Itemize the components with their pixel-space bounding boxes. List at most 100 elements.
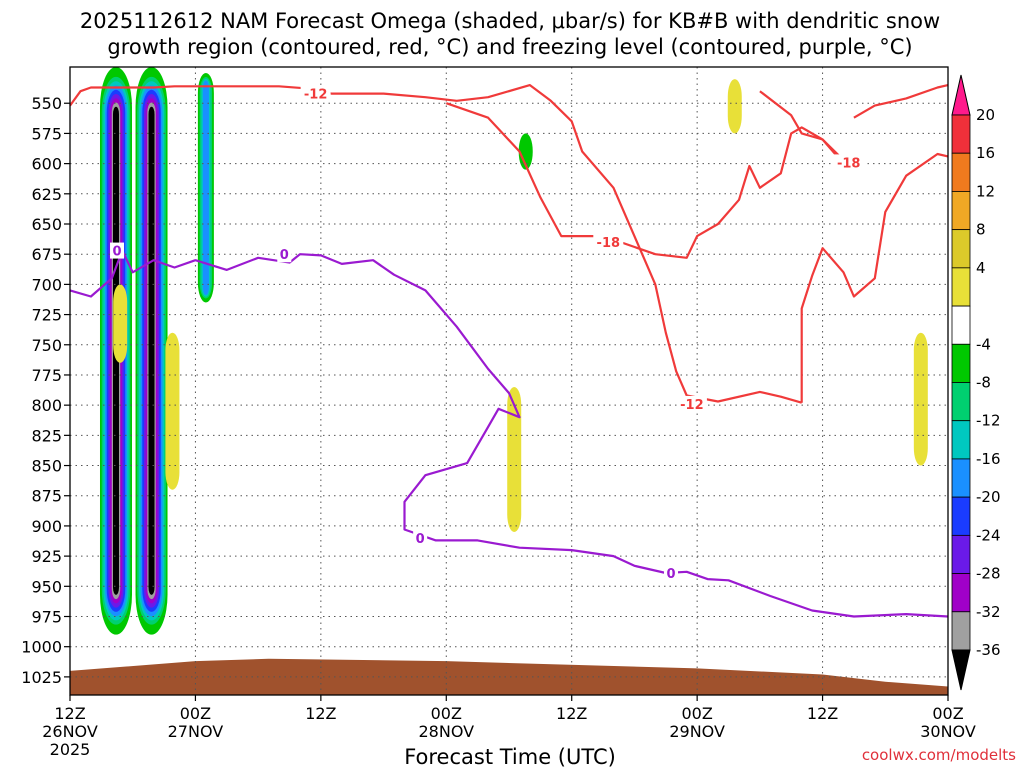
dgz-minus18-line-2 bbox=[853, 84, 949, 119]
freezing-level-label-4: 0 bbox=[666, 567, 675, 582]
plot-area: 0 0 0 0 -12 -12 -18 -18 550 575 600 625 650 675 700 725… bbox=[21, 66, 976, 759]
x-tick-label-h48: 12Z bbox=[556, 704, 587, 723]
freezing-level-label-1: 0 bbox=[113, 245, 122, 260]
omega-shade-weak-descent-3-0 bbox=[507, 387, 522, 532]
colorbar-box-11 bbox=[951, 496, 971, 536]
freezing-level-label-4-group: 0 bbox=[664, 565, 679, 582]
omega-shade-weak-ascent-6-0 bbox=[518, 133, 533, 170]
colorbar-label-5: -4 bbox=[976, 335, 991, 353]
freezing-level-label-3: 0 bbox=[416, 532, 425, 547]
credit-text: coolwx.com/modelts bbox=[862, 746, 1016, 764]
freezing-level-label-2-bg bbox=[277, 246, 292, 263]
colorbar-label-4: 4 bbox=[976, 259, 986, 277]
x-tick-date-h60: 29NOV bbox=[669, 722, 725, 741]
y-tick-label-925: 925 bbox=[31, 547, 62, 566]
freezing-level-line bbox=[69, 249, 949, 618]
y-tick-label-650: 650 bbox=[31, 215, 62, 234]
dgz-minus12-label-2-group: -12 bbox=[676, 395, 707, 413]
y-tick-label-825: 825 bbox=[31, 426, 62, 445]
y-tick-label-700: 700 bbox=[31, 275, 62, 294]
y-tick-label-1025: 1025 bbox=[21, 668, 62, 687]
y-tick-label-975: 975 bbox=[31, 608, 62, 627]
chart-subtitle: growth region (contoured, red, °C) and f… bbox=[107, 35, 912, 59]
y-tick-label-550: 550 bbox=[31, 94, 62, 113]
freezing-level-label-2: 0 bbox=[280, 248, 289, 263]
freezing-level-label-1-bg bbox=[110, 242, 125, 259]
y-tick-label-900: 900 bbox=[31, 517, 62, 536]
y-tick-label-875: 875 bbox=[31, 487, 62, 506]
colorbar-box-4 bbox=[951, 229, 971, 269]
colorbar-label-2: 12 bbox=[976, 182, 995, 200]
colorbar-box-8 bbox=[951, 382, 971, 422]
colorbar-box-13 bbox=[951, 573, 971, 613]
dgz-minus18-label-1-group: -18 bbox=[593, 234, 624, 251]
colorbar-box-10 bbox=[951, 458, 971, 498]
dgz-minus18-line-1 bbox=[759, 90, 845, 161]
colorbar-top-triangle bbox=[951, 74, 971, 116]
dgz-minus12-label-2: -12 bbox=[680, 398, 704, 413]
x-tick-label-h24: 12Z bbox=[305, 704, 336, 723]
x-tick-label-h36: 00Z bbox=[431, 704, 462, 723]
omega-shade-weak-descent-4-0 bbox=[727, 79, 742, 134]
y-tick-label-800: 800 bbox=[31, 396, 62, 415]
dgz-minus18-label-1-bg bbox=[593, 234, 624, 251]
dgz-minus12-label-2-bg bbox=[676, 395, 707, 412]
terrain-shading bbox=[70, 658, 948, 695]
x-tick-label-h60: 00Z bbox=[681, 704, 712, 723]
freezing-level-label-1-group: 0 bbox=[110, 242, 125, 260]
colorbar-label-8: -16 bbox=[976, 450, 1001, 468]
colorbar: 20 16 12 8 4 -4 -8 -12 -16 -20 -24 -28 -32 -36 bbox=[951, 74, 1001, 691]
dgz-minus12-label-1: -12 bbox=[304, 88, 328, 103]
y-tick-label-675: 675 bbox=[31, 245, 62, 264]
omega-shade-strong-ascent-column-2-8 bbox=[148, 106, 155, 595]
colorbar-box-12 bbox=[951, 534, 971, 574]
colorbar-box-2 bbox=[951, 152, 971, 192]
x-tick-date-h12: 27NOV bbox=[168, 722, 224, 741]
y-tick-label-850: 850 bbox=[31, 457, 62, 476]
dgz-minus18-line-0 bbox=[445, 102, 845, 259]
y-tick-label-725: 725 bbox=[31, 306, 62, 325]
y-tick-label-1000: 1000 bbox=[21, 638, 62, 657]
colorbar-box-3 bbox=[951, 191, 971, 231]
dgz-minus12-label-1-bg bbox=[300, 85, 331, 102]
x-tick-label-h84: 00Z bbox=[932, 704, 963, 723]
colorbar-label-1: 16 bbox=[976, 144, 995, 162]
dgz-minus12-line-0 bbox=[69, 84, 803, 404]
freezing-level-label-4-bg bbox=[664, 565, 679, 582]
x-axis-label: Forecast Time (UTC) bbox=[404, 745, 616, 768]
x-tick-date-h0: 26NOV bbox=[42, 722, 98, 741]
dgz-minus12-line-1 bbox=[800, 152, 949, 403]
x-tick-year-h0: 2025 bbox=[50, 740, 91, 759]
colorbar-box-9 bbox=[951, 420, 971, 460]
dgz-minus18-label-1: -18 bbox=[597, 236, 621, 251]
x-tick-date-h36: 28NOV bbox=[418, 722, 474, 741]
colorbar-box-6 bbox=[951, 305, 971, 345]
colorbar-label-6: -8 bbox=[976, 374, 991, 392]
colorbar-box-14 bbox=[951, 611, 971, 651]
chart-title: 2025112612 NAM Forecast Omega (shaded, μ… bbox=[80, 9, 940, 33]
colorbar-label-3: 8 bbox=[976, 221, 986, 239]
colorbar-label-9: -20 bbox=[976, 488, 1001, 506]
y-tick-label-575: 575 bbox=[31, 124, 62, 143]
dgz-minus18-label-2-bg bbox=[833, 154, 864, 171]
colorbar-bottom-triangle bbox=[951, 649, 971, 691]
y-tick-label-750: 750 bbox=[31, 336, 62, 355]
freezing-level-label-3-bg bbox=[413, 530, 428, 546]
colorbar-label-7: -12 bbox=[976, 412, 1001, 430]
omega-shade-weak-descent-5-0 bbox=[913, 332, 928, 466]
dgz-minus18-label-2-group: -18 bbox=[833, 154, 864, 171]
colorbar-label-11: -28 bbox=[976, 565, 1001, 583]
plot-frame bbox=[69, 66, 949, 696]
colorbar-label-10: -24 bbox=[976, 526, 1001, 544]
colorbar-label-0: 20 bbox=[976, 106, 995, 124]
y-tick-label-775: 775 bbox=[31, 366, 62, 385]
colorbar-label-12: -32 bbox=[976, 603, 1001, 621]
x-tick-label-h72: 12Z bbox=[807, 704, 838, 723]
y-tick-label-950: 950 bbox=[31, 577, 62, 596]
omega-shade-weak-descent-1-0 bbox=[165, 332, 180, 490]
colorbar-box-5 bbox=[951, 267, 971, 307]
y-tick-label-600: 600 bbox=[31, 155, 62, 174]
colorbar-box-1 bbox=[951, 114, 971, 154]
